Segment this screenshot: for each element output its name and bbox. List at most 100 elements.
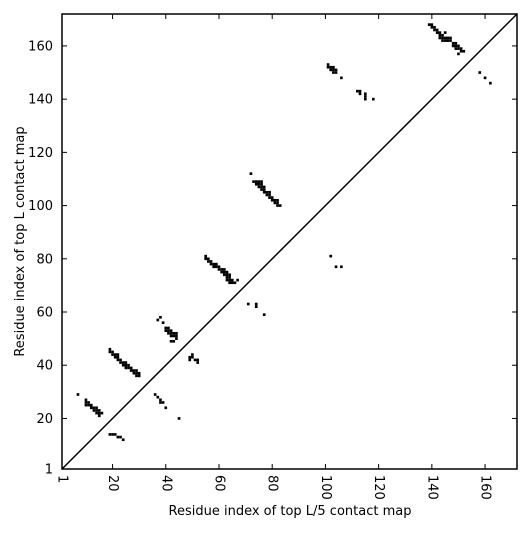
upper-contact-cell-94 bbox=[254, 182, 258, 186]
upper-contact-cell-82 bbox=[225, 278, 229, 282]
upper-contact-cell-110 bbox=[270, 196, 274, 199]
upper-contact-cell-163 bbox=[459, 47, 463, 50]
upper-contact-cell-164 bbox=[459, 49, 463, 53]
upper-contact-cell-161 bbox=[457, 47, 460, 50]
upper-contact-cell-124 bbox=[332, 71, 335, 74]
upper-contact-cell-67 bbox=[209, 262, 213, 266]
lower-contact-cell-4 bbox=[119, 435, 122, 439]
upper-contact-cell-116 bbox=[276, 204, 279, 207]
upper-contact-cell-160 bbox=[457, 44, 460, 48]
upper-contact-cell-0 bbox=[76, 393, 80, 396]
upper-contact-cell-89 bbox=[233, 281, 237, 285]
y-tick-label-40: 40 bbox=[36, 359, 53, 374]
upper-contact-cell-39 bbox=[135, 369, 138, 372]
lower-contact-cell-0 bbox=[108, 433, 112, 436]
upper-contact-cell-27 bbox=[119, 361, 122, 364]
upper-contact-cell-1 bbox=[84, 398, 88, 402]
upper-contact-cell-42 bbox=[137, 371, 141, 375]
lower-contact-cell-13 bbox=[188, 355, 192, 359]
upper-contact-cell-51 bbox=[167, 331, 170, 335]
upper-contact-cell-37 bbox=[132, 369, 136, 372]
lower-contact-cell-23 bbox=[262, 313, 266, 316]
lower-contact-cell-19 bbox=[196, 361, 200, 364]
upper-contact-cell-9 bbox=[92, 409, 96, 412]
lower-contact-cell-28 bbox=[483, 76, 487, 80]
upper-contact-cell-115 bbox=[276, 201, 279, 205]
lower-contact-cell-16 bbox=[191, 353, 194, 356]
upper-contact-cell-34 bbox=[127, 366, 130, 370]
upper-contact-cell-128 bbox=[356, 89, 359, 93]
upper-contact-cell-140 bbox=[435, 28, 439, 32]
upper-contact-cell-96 bbox=[257, 182, 261, 186]
lower-contact-cell-20 bbox=[246, 302, 250, 306]
upper-contact-cell-87 bbox=[230, 278, 234, 282]
upper-contact-cell-25 bbox=[116, 358, 120, 362]
upper-contact-cell-81 bbox=[225, 276, 229, 279]
upper-contact-cell-112 bbox=[273, 198, 277, 202]
upper-contact-cell-127 bbox=[340, 76, 343, 80]
upper-contact-cell-8 bbox=[92, 406, 96, 410]
upper-contact-cell-5 bbox=[87, 403, 90, 407]
upper-contact-cell-135 bbox=[427, 23, 431, 26]
upper-contact-cell-75 bbox=[220, 270, 223, 274]
upper-contact-cell-152 bbox=[446, 39, 450, 42]
y-tick-label-140: 140 bbox=[28, 93, 53, 108]
upper-contact-cell-119 bbox=[326, 65, 330, 69]
plot-frame bbox=[61, 13, 518, 470]
lower-contact-cell-17 bbox=[193, 358, 197, 362]
upper-contact-cell-122 bbox=[332, 65, 335, 69]
x-tick-label-100: 100 bbox=[318, 475, 333, 500]
upper-contact-cell-113 bbox=[273, 201, 277, 205]
upper-contact-cell-106 bbox=[265, 193, 269, 197]
upper-contact-cell-30 bbox=[124, 361, 128, 364]
y-tick-label-20: 20 bbox=[36, 412, 53, 427]
upper-contact-cell-46 bbox=[161, 321, 165, 324]
x-tick-label-60: 60 bbox=[211, 475, 226, 492]
upper-contact-cell-58 bbox=[172, 339, 176, 343]
upper-contact-cell-146 bbox=[441, 36, 444, 40]
upper-contact-cell-118 bbox=[326, 63, 330, 66]
diagonal-layer bbox=[61, 13, 518, 470]
upper-contact-cell-50 bbox=[167, 329, 170, 332]
upper-contact-cell-32 bbox=[124, 366, 128, 370]
upper-contact-cell-71 bbox=[215, 265, 218, 269]
upper-contact-cell-158 bbox=[454, 44, 458, 48]
upper-contact-cell-60 bbox=[175, 334, 178, 338]
upper-contact-cell-139 bbox=[433, 28, 436, 32]
upper-contact-cell-97 bbox=[257, 185, 261, 189]
upper-contact-cell-21 bbox=[113, 353, 117, 356]
upper-contact-cell-53 bbox=[169, 331, 173, 335]
upper-contact-cell-88 bbox=[230, 281, 234, 285]
upper-contact-cell-79 bbox=[225, 270, 229, 274]
upper-contact-cell-24 bbox=[116, 355, 120, 359]
upper-contact-cell-98 bbox=[260, 180, 263, 183]
upper-contact-cell-92 bbox=[252, 180, 255, 183]
upper-contact-cell-99 bbox=[260, 182, 263, 186]
upper-contact-cell-74 bbox=[220, 268, 223, 271]
y-tick-label-1: 1 bbox=[45, 463, 53, 478]
upper-contact-cell-117 bbox=[278, 204, 282, 207]
upper-contact-cell-6 bbox=[89, 403, 93, 407]
upper-contact-cell-41 bbox=[135, 374, 138, 378]
upper-contact-cell-43 bbox=[137, 374, 141, 378]
x-tick-label-1: 1 bbox=[55, 475, 70, 483]
upper-contact-cell-28 bbox=[121, 361, 125, 364]
upper-contact-cell-129 bbox=[358, 89, 362, 93]
upper-contact-cell-11 bbox=[95, 409, 98, 412]
upper-contact-cell-72 bbox=[217, 265, 221, 269]
upper-contact-cell-145 bbox=[441, 33, 444, 37]
upper-contact-cell-54 bbox=[169, 334, 173, 338]
upper-contact-cell-48 bbox=[164, 329, 168, 332]
upper-contact-cell-45 bbox=[159, 316, 162, 319]
lower-contact-cell-11 bbox=[164, 406, 168, 410]
upper-contact-cell-153 bbox=[449, 36, 452, 40]
upper-contact-cell-101 bbox=[260, 188, 263, 191]
upper-contact-cell-90 bbox=[236, 278, 239, 282]
upper-contact-cell-148 bbox=[443, 31, 447, 34]
upper-contact-cell-159 bbox=[454, 47, 458, 50]
upper-contact-cell-18 bbox=[108, 350, 112, 354]
upper-contact-cell-4 bbox=[87, 401, 90, 404]
upper-contact-cell-147 bbox=[441, 39, 444, 42]
